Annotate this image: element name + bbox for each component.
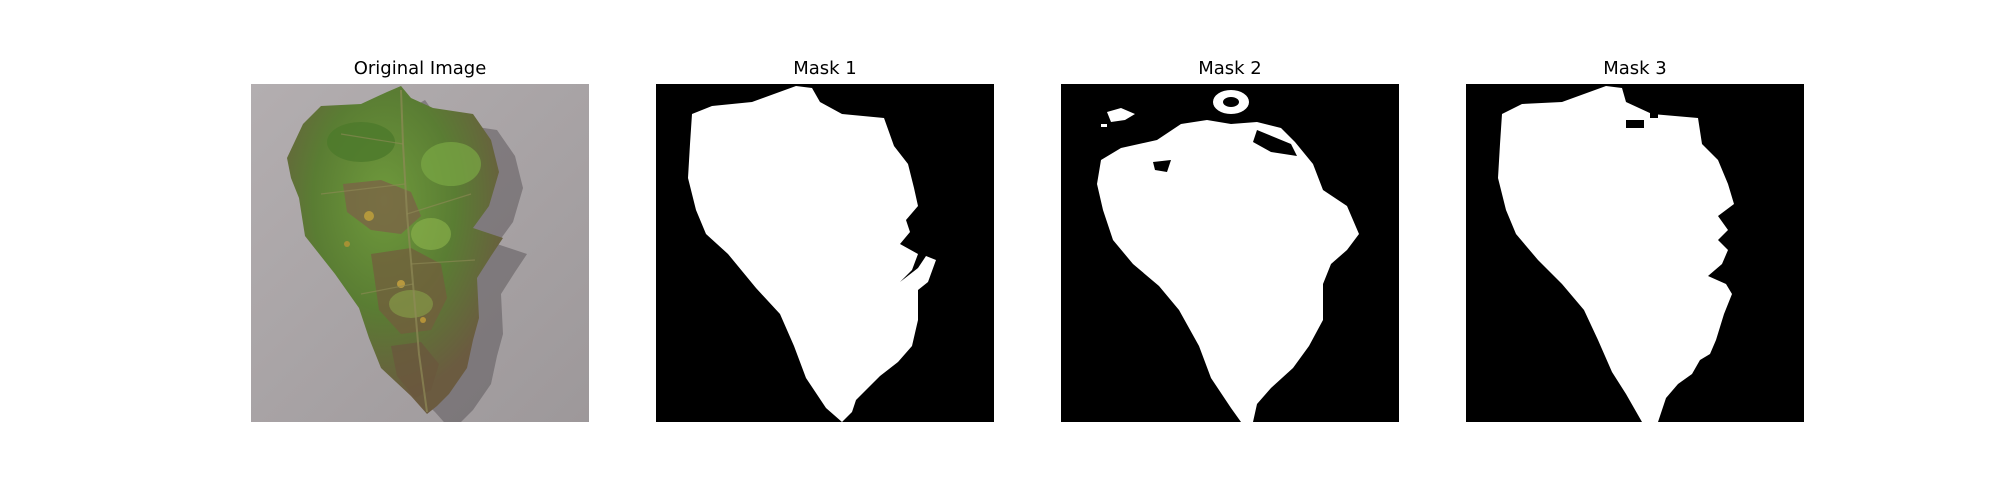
panel-mask-2: Mask 2 [1061, 0, 1399, 500]
panel-title: Mask 1 [793, 58, 857, 79]
mask-2-image [1061, 84, 1399, 422]
panel-original-image: Original Image [251, 0, 589, 500]
panel-mask-1: Mask 1 [656, 0, 994, 500]
panel-title: Original Image [353, 58, 487, 79]
panel-title: Mask 3 [1603, 58, 1667, 79]
panel-mask-3: Mask 3 [1466, 0, 1804, 500]
original-leaf-image [251, 84, 589, 422]
mask-3-image [1466, 84, 1804, 422]
panel-title: Mask 2 [1198, 58, 1262, 79]
mask-1-image [656, 84, 994, 422]
